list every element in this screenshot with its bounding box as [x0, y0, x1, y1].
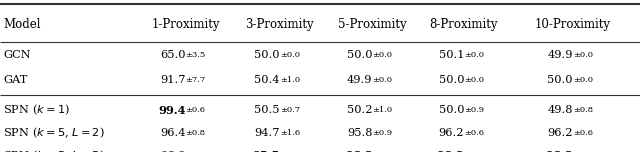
Text: ±1.0: ±1.0	[372, 106, 392, 114]
Text: ±0.6: ±0.6	[573, 129, 593, 137]
Text: ±7.7: ±7.7	[186, 76, 206, 84]
Text: ±0.9: ±0.9	[464, 106, 484, 114]
Text: Model: Model	[3, 18, 41, 31]
Text: ±0.6: ±0.6	[464, 129, 484, 137]
Text: 96.8: 96.8	[545, 150, 573, 152]
Text: ±3.5: ±3.5	[186, 52, 206, 59]
Text: ±0.8: ±0.8	[186, 129, 205, 137]
Text: GCN: GCN	[3, 50, 31, 60]
Text: 96.4: 96.4	[160, 128, 186, 138]
Text: 96.8: 96.8	[345, 150, 372, 152]
Text: 96.2: 96.2	[438, 128, 464, 138]
Text: 49.9: 49.9	[547, 50, 573, 60]
Text: 95.5: 95.5	[252, 150, 280, 152]
Text: 10-Proximity: 10-Proximity	[535, 18, 611, 31]
Text: ±0.0: ±0.0	[573, 76, 593, 84]
Text: ±0.0: ±0.0	[573, 52, 593, 59]
Text: 91.7: 91.7	[160, 75, 186, 85]
Text: 65.0: 65.0	[160, 50, 186, 60]
Text: 99.4: 99.4	[158, 105, 186, 116]
Text: ±0.0: ±0.0	[464, 52, 484, 59]
Text: 50.0: 50.0	[438, 75, 464, 85]
Text: 50.5: 50.5	[254, 105, 280, 115]
Text: 8-Proximity: 8-Proximity	[429, 18, 499, 31]
Text: 50.0: 50.0	[438, 105, 464, 115]
Text: 95.8: 95.8	[347, 128, 372, 138]
Text: 94.7: 94.7	[254, 128, 280, 138]
Text: 49.9: 49.9	[347, 75, 372, 85]
Text: 50.0: 50.0	[254, 50, 280, 60]
Text: GAT: GAT	[3, 75, 28, 85]
Text: 50.2: 50.2	[347, 105, 372, 115]
Text: 5-Proximity: 5-Proximity	[338, 18, 407, 31]
Text: 96.8: 96.8	[436, 150, 464, 152]
Text: ±0.6: ±0.6	[186, 106, 205, 114]
Text: 3-Proximity: 3-Proximity	[245, 18, 314, 31]
Text: 50.4: 50.4	[254, 75, 280, 85]
Text: ±1.6: ±1.6	[280, 129, 300, 137]
Text: 49.8: 49.8	[547, 105, 573, 115]
Text: SPN ($k = 5$, $L = 2$): SPN ($k = 5$, $L = 2$)	[3, 126, 105, 140]
Text: 50.0: 50.0	[347, 50, 372, 60]
Text: 96.9: 96.9	[160, 151, 186, 152]
Text: 96.2: 96.2	[547, 128, 573, 138]
Text: ±0.0: ±0.0	[372, 76, 392, 84]
Text: 50.0: 50.0	[547, 75, 573, 85]
Text: ±0.8: ±0.8	[573, 106, 593, 114]
Text: SPN ($k = 1$): SPN ($k = 1$)	[3, 103, 70, 117]
Text: 50.1: 50.1	[438, 50, 464, 60]
Text: ±0.0: ±0.0	[280, 52, 300, 59]
Text: ±0.0: ±0.0	[372, 52, 392, 59]
Text: 1-Proximity: 1-Proximity	[151, 18, 220, 31]
Text: SPN ($k = 5$, $L = 5$): SPN ($k = 5$, $L = 5$)	[3, 149, 105, 152]
Text: ±0.7: ±0.7	[280, 106, 300, 114]
Text: ±0.0: ±0.0	[464, 76, 484, 84]
Text: ±0.9: ±0.9	[372, 129, 392, 137]
Text: ±1.0: ±1.0	[280, 76, 300, 84]
